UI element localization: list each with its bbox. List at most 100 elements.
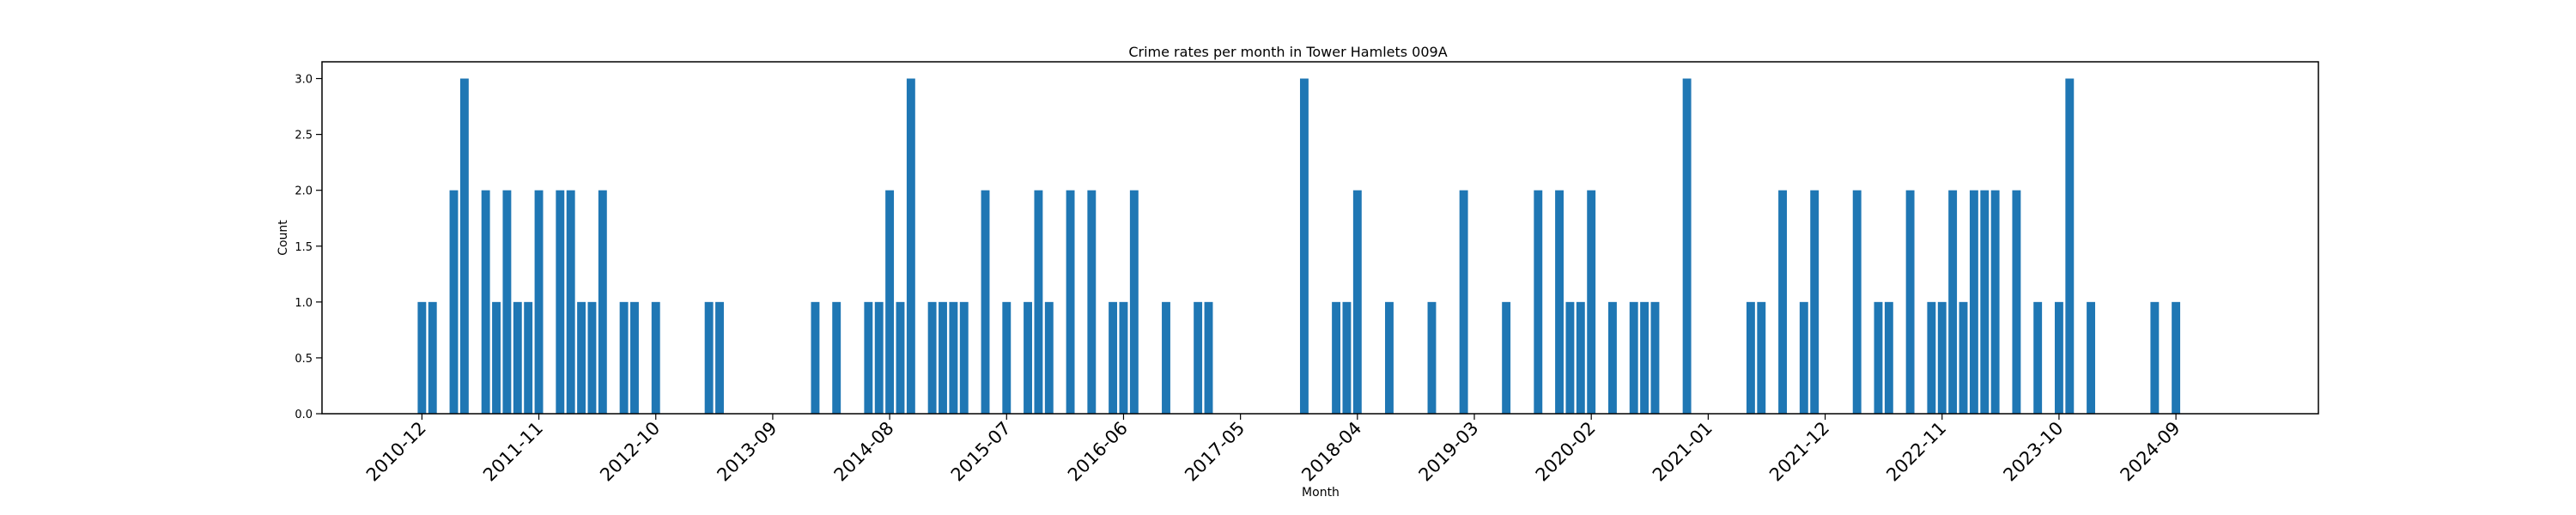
bar-2022-03: [1852, 190, 1862, 414]
bar-2022-08: [1905, 190, 1915, 414]
x-tick-label: 2016-06: [1064, 418, 1132, 486]
bar-2020-02: [1587, 190, 1596, 414]
y-tick-label: 1.0: [295, 297, 313, 310]
bar-2016-07: [1129, 190, 1139, 414]
bar-2012-10: [651, 301, 660, 414]
bar-2014-01: [811, 301, 820, 414]
bar-2015-02: [949, 301, 958, 414]
x-tick-label: 2018-04: [1297, 418, 1365, 486]
bar-2012-05: [598, 190, 607, 414]
bar-2018-07: [1385, 301, 1394, 414]
bar-2015-07: [1002, 301, 1012, 414]
bar-2014-07: [874, 301, 884, 414]
bar-2016-03: [1087, 190, 1097, 414]
x-axis-ticks: 2010-12 2011-11 2012-10 2013-09 2014-08 2015-…: [362, 414, 2184, 486]
bar-2014-12: [927, 301, 937, 414]
bar-2021-11: [1810, 190, 1820, 414]
bar-2022-12: [1948, 190, 1958, 414]
bar-2019-11: [1555, 190, 1564, 414]
bar-2022-10: [1927, 301, 1936, 414]
bar-2011-08: [502, 190, 512, 414]
bar-2016-10: [1162, 301, 1170, 414]
bar-2023-06: [2012, 190, 2021, 414]
y-tick-label: 0.5: [295, 353, 313, 366]
bar-2015-10: [1034, 190, 1043, 414]
bar-2017-11: [1299, 78, 1309, 415]
bar-2012-08: [630, 301, 639, 414]
bar-2010-12: [417, 301, 427, 414]
bar-2023-08: [2033, 301, 2043, 414]
bar-2021-05: [1746, 301, 1755, 414]
bar-2020-07: [1640, 301, 1649, 414]
bar-2012-04: [587, 301, 597, 414]
bar-2019-02: [1459, 190, 1468, 414]
bar-2018-03: [1342, 301, 1352, 414]
y-axis-label: Count: [276, 220, 290, 256]
chart-title: Crime rates per month in Tower Hamlets 0…: [1128, 44, 1447, 60]
bar-2013-04: [715, 301, 724, 414]
bar-2021-08: [1778, 190, 1787, 414]
y-tick-label: 1.5: [295, 241, 313, 254]
x-tick-label: 2021-01: [1649, 418, 1716, 486]
bar-2011-06: [481, 190, 490, 414]
bar-2022-11: [1937, 301, 1947, 414]
bar-2023-10: [2054, 301, 2063, 414]
bar-2012-07: [619, 301, 629, 414]
bar-2023-04: [1990, 190, 2000, 414]
x-tick-label: 2014-08: [830, 418, 898, 486]
bar-2014-09: [896, 301, 905, 414]
bars-group: [417, 78, 2181, 415]
bar-2017-02: [1204, 301, 1213, 414]
bar-2012-02: [566, 190, 575, 414]
bar-2019-06: [1502, 301, 1511, 414]
bar-2024-07: [2150, 301, 2160, 414]
bar-2023-03: [1980, 190, 1990, 414]
bar-2021-06: [1757, 301, 1766, 414]
bar-2023-11: [2065, 78, 2075, 415]
bar-2018-04: [1352, 190, 1362, 414]
bar-2018-02: [1332, 301, 1341, 414]
y-tick-label: 2.0: [295, 185, 313, 198]
y-tick-label: 2.5: [295, 130, 313, 142]
bar-2012-03: [577, 301, 586, 414]
bar-2016-05: [1109, 301, 1118, 414]
x-tick-label: 2011-11: [479, 418, 547, 486]
x-tick-label: 2012-10: [596, 418, 664, 486]
bar-2011-03: [449, 190, 459, 414]
bar-2011-10: [524, 301, 533, 414]
x-tick-label: 2017-05: [1181, 418, 1249, 486]
bar-2021-10: [1799, 301, 1808, 414]
bar-2015-09: [1024, 301, 1032, 414]
plot-frame: [321, 61, 2319, 415]
x-tick-label: 2020-02: [1532, 418, 1600, 486]
bar-2011-01: [428, 301, 437, 414]
bar-2020-01: [1576, 301, 1585, 414]
bar-2019-09: [1534, 190, 1543, 414]
bar-2014-03: [832, 301, 841, 414]
bar-2011-09: [513, 301, 522, 414]
bar-2016-01: [1066, 190, 1075, 414]
bar-2022-05: [1874, 301, 1883, 414]
bar-2024-09: [2172, 301, 2181, 414]
bar-2011-11: [534, 190, 544, 414]
bar-2013-03: [704, 301, 714, 414]
bar-2014-10: [906, 78, 915, 415]
x-tick-label: 2015-07: [947, 418, 1015, 486]
bar-2016-06: [1119, 301, 1128, 414]
bar-2023-02: [1969, 190, 1978, 414]
bar-2017-01: [1194, 301, 1203, 414]
bar-2019-12: [1565, 301, 1575, 414]
bar-2015-03: [959, 301, 969, 414]
bar-2020-04: [1608, 301, 1617, 414]
bar-2022-06: [1884, 301, 1893, 414]
bar-2011-07: [492, 301, 501, 414]
x-tick-label: 2022-11: [1882, 418, 1950, 486]
bar-2014-06: [864, 301, 873, 414]
bar-2024-01: [2087, 301, 2096, 414]
bar-2020-11: [1682, 78, 1692, 415]
bar-2011-04: [459, 78, 469, 415]
bar-2014-08: [885, 190, 895, 414]
bar-2023-01: [1959, 301, 1968, 414]
y-tick-label: 3.0: [295, 74, 313, 87]
